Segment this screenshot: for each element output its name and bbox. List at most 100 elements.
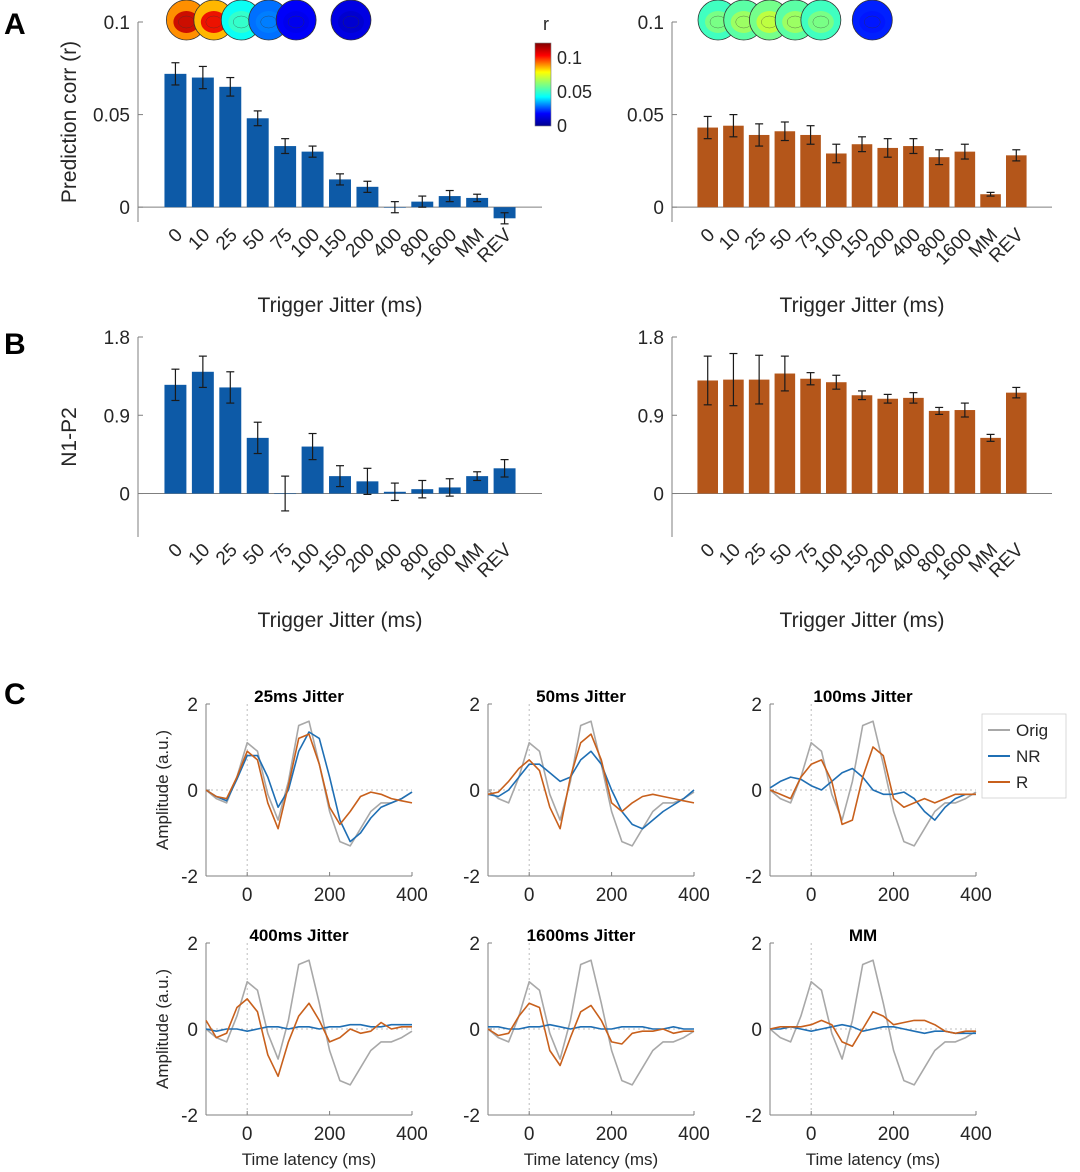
series-line-nr — [205, 1023, 412, 1032]
bar-400 — [903, 397, 924, 494]
series-line-r — [205, 998, 412, 1078]
x-tick-label: 200 — [878, 1124, 910, 1145]
bar-50 — [774, 373, 796, 494]
bar-10 — [723, 125, 744, 208]
scalp-map — [851, 0, 893, 41]
y-tick-label: 0.05 — [93, 106, 130, 127]
y-tick-label: 0.9 — [104, 406, 130, 427]
y-tick-label: 2 — [751, 695, 762, 716]
y-tick-label: 0 — [187, 1020, 198, 1041]
x-tick-label: 200 — [314, 885, 346, 906]
y-tick-label: -2 — [745, 1106, 762, 1127]
panel-letter-c: C — [4, 678, 26, 711]
x-tick-label: 400 — [960, 885, 992, 906]
y-axis-label: Amplitude (a.u.) — [153, 730, 172, 850]
y-tick-label: 0 — [469, 781, 480, 802]
y-tick-label: 0.9 — [638, 406, 664, 427]
x-category-label: 10 — [185, 225, 215, 255]
bar-10 — [723, 379, 744, 494]
bar-150 — [329, 179, 351, 208]
y-tick-label: 2 — [469, 934, 480, 955]
x-axis-label: Time latency (ms) — [524, 1150, 658, 1169]
bar-100 — [826, 153, 847, 208]
y-tick-label: 0 — [751, 781, 762, 802]
bar-0 — [697, 127, 718, 208]
x-tick-label: 200 — [878, 885, 910, 906]
bar-10 — [191, 77, 214, 208]
bar-75 — [800, 378, 821, 494]
bar-100 — [301, 151, 324, 208]
x-category-label: 25 — [212, 540, 242, 570]
x-tick-label: 400 — [678, 885, 710, 906]
bar-1600 — [954, 410, 976, 494]
bar-chart-B-right: 1.80.900102550751001502004008001600MMREV… — [638, 328, 1052, 632]
x-category-label: REV — [474, 539, 517, 582]
bar-0 — [697, 380, 718, 494]
colorbar-tick-mid: 0.05 — [557, 82, 592, 102]
series-line-nr — [769, 767, 976, 821]
bar-25 — [219, 387, 242, 494]
x-axis-label: Time latency (ms) — [242, 1150, 376, 1169]
bar-100 — [301, 446, 324, 494]
x-category-label: 0 — [697, 540, 719, 562]
bar-75 — [274, 146, 297, 208]
legend: Orig NR R — [981, 713, 1067, 799]
x-tick-label: 0 — [524, 885, 535, 906]
series-line-r — [487, 733, 695, 830]
x-category-label: REV — [474, 224, 517, 267]
bar-25 — [219, 86, 242, 208]
x-tick-label: 400 — [678, 1124, 710, 1145]
series-line-r — [769, 746, 976, 826]
bar-400 — [903, 146, 924, 208]
colorbar-tick-low: 0 — [557, 116, 567, 136]
y-axis-label: Prediction corr (r) — [58, 41, 81, 203]
erp-plot-title: 50ms Jitter — [536, 687, 626, 706]
bar-REV — [1006, 392, 1027, 494]
y-tick-label: 0 — [119, 485, 130, 506]
x-tick-label: 200 — [596, 1124, 628, 1145]
legend-entry: R — [1016, 773, 1028, 792]
bar-0 — [164, 384, 187, 494]
bar-MM — [466, 197, 489, 208]
x-category-label: 10 — [185, 540, 215, 570]
erp-plot-2: 2 0 -2 0 200 400 50ms Jitter — [463, 687, 710, 906]
x-tick-label: 200 — [596, 885, 628, 906]
bar-800 — [928, 157, 950, 208]
x-tick-label: 0 — [806, 1124, 817, 1145]
colorbar-gradient — [534, 42, 552, 127]
erp-plot-title: 100ms Jitter — [813, 687, 913, 706]
bar-10 — [191, 371, 214, 494]
bar-MM — [980, 194, 1001, 208]
bar-MM — [466, 476, 489, 494]
y-tick-label: 0 — [653, 198, 664, 219]
legend-entry: Orig — [1016, 721, 1048, 740]
series-line-orig — [487, 720, 695, 847]
bar-REV — [1006, 155, 1027, 208]
series-line-orig — [769, 959, 977, 1086]
x-tick-label: 400 — [960, 1124, 992, 1145]
series-line-orig — [205, 720, 413, 847]
y-tick-label: 2 — [187, 695, 198, 716]
bar-50 — [246, 118, 269, 208]
scalp-map — [330, 0, 372, 41]
bar-MM — [980, 437, 1001, 494]
y-tick-label: -2 — [463, 1106, 480, 1127]
erp-plot-6: 2 0 -2 0 200 400 MM Time latency (ms) — [745, 926, 992, 1169]
bar-100 — [826, 382, 847, 494]
series-line-nr — [770, 1023, 976, 1035]
bar-200 — [356, 186, 379, 208]
series-line-r — [769, 1011, 976, 1047]
bar-0 — [164, 73, 187, 208]
y-tick-label: 0.1 — [104, 13, 130, 34]
bar-200 — [877, 147, 898, 208]
series-line-r — [487, 1002, 694, 1067]
x-axis-label: Trigger Jitter (ms) — [780, 609, 945, 632]
x-category-label: 25 — [212, 225, 242, 255]
y-tick-label: 0 — [187, 781, 198, 802]
erp-plot-3: 2 0 -2 0 200 400 100ms Jitter Orig NR R — [745, 687, 1067, 906]
y-tick-label: 0.05 — [627, 106, 664, 127]
x-axis-label: Time latency (ms) — [806, 1150, 940, 1169]
y-axis-label: Amplitude (a.u.) — [153, 969, 172, 1089]
